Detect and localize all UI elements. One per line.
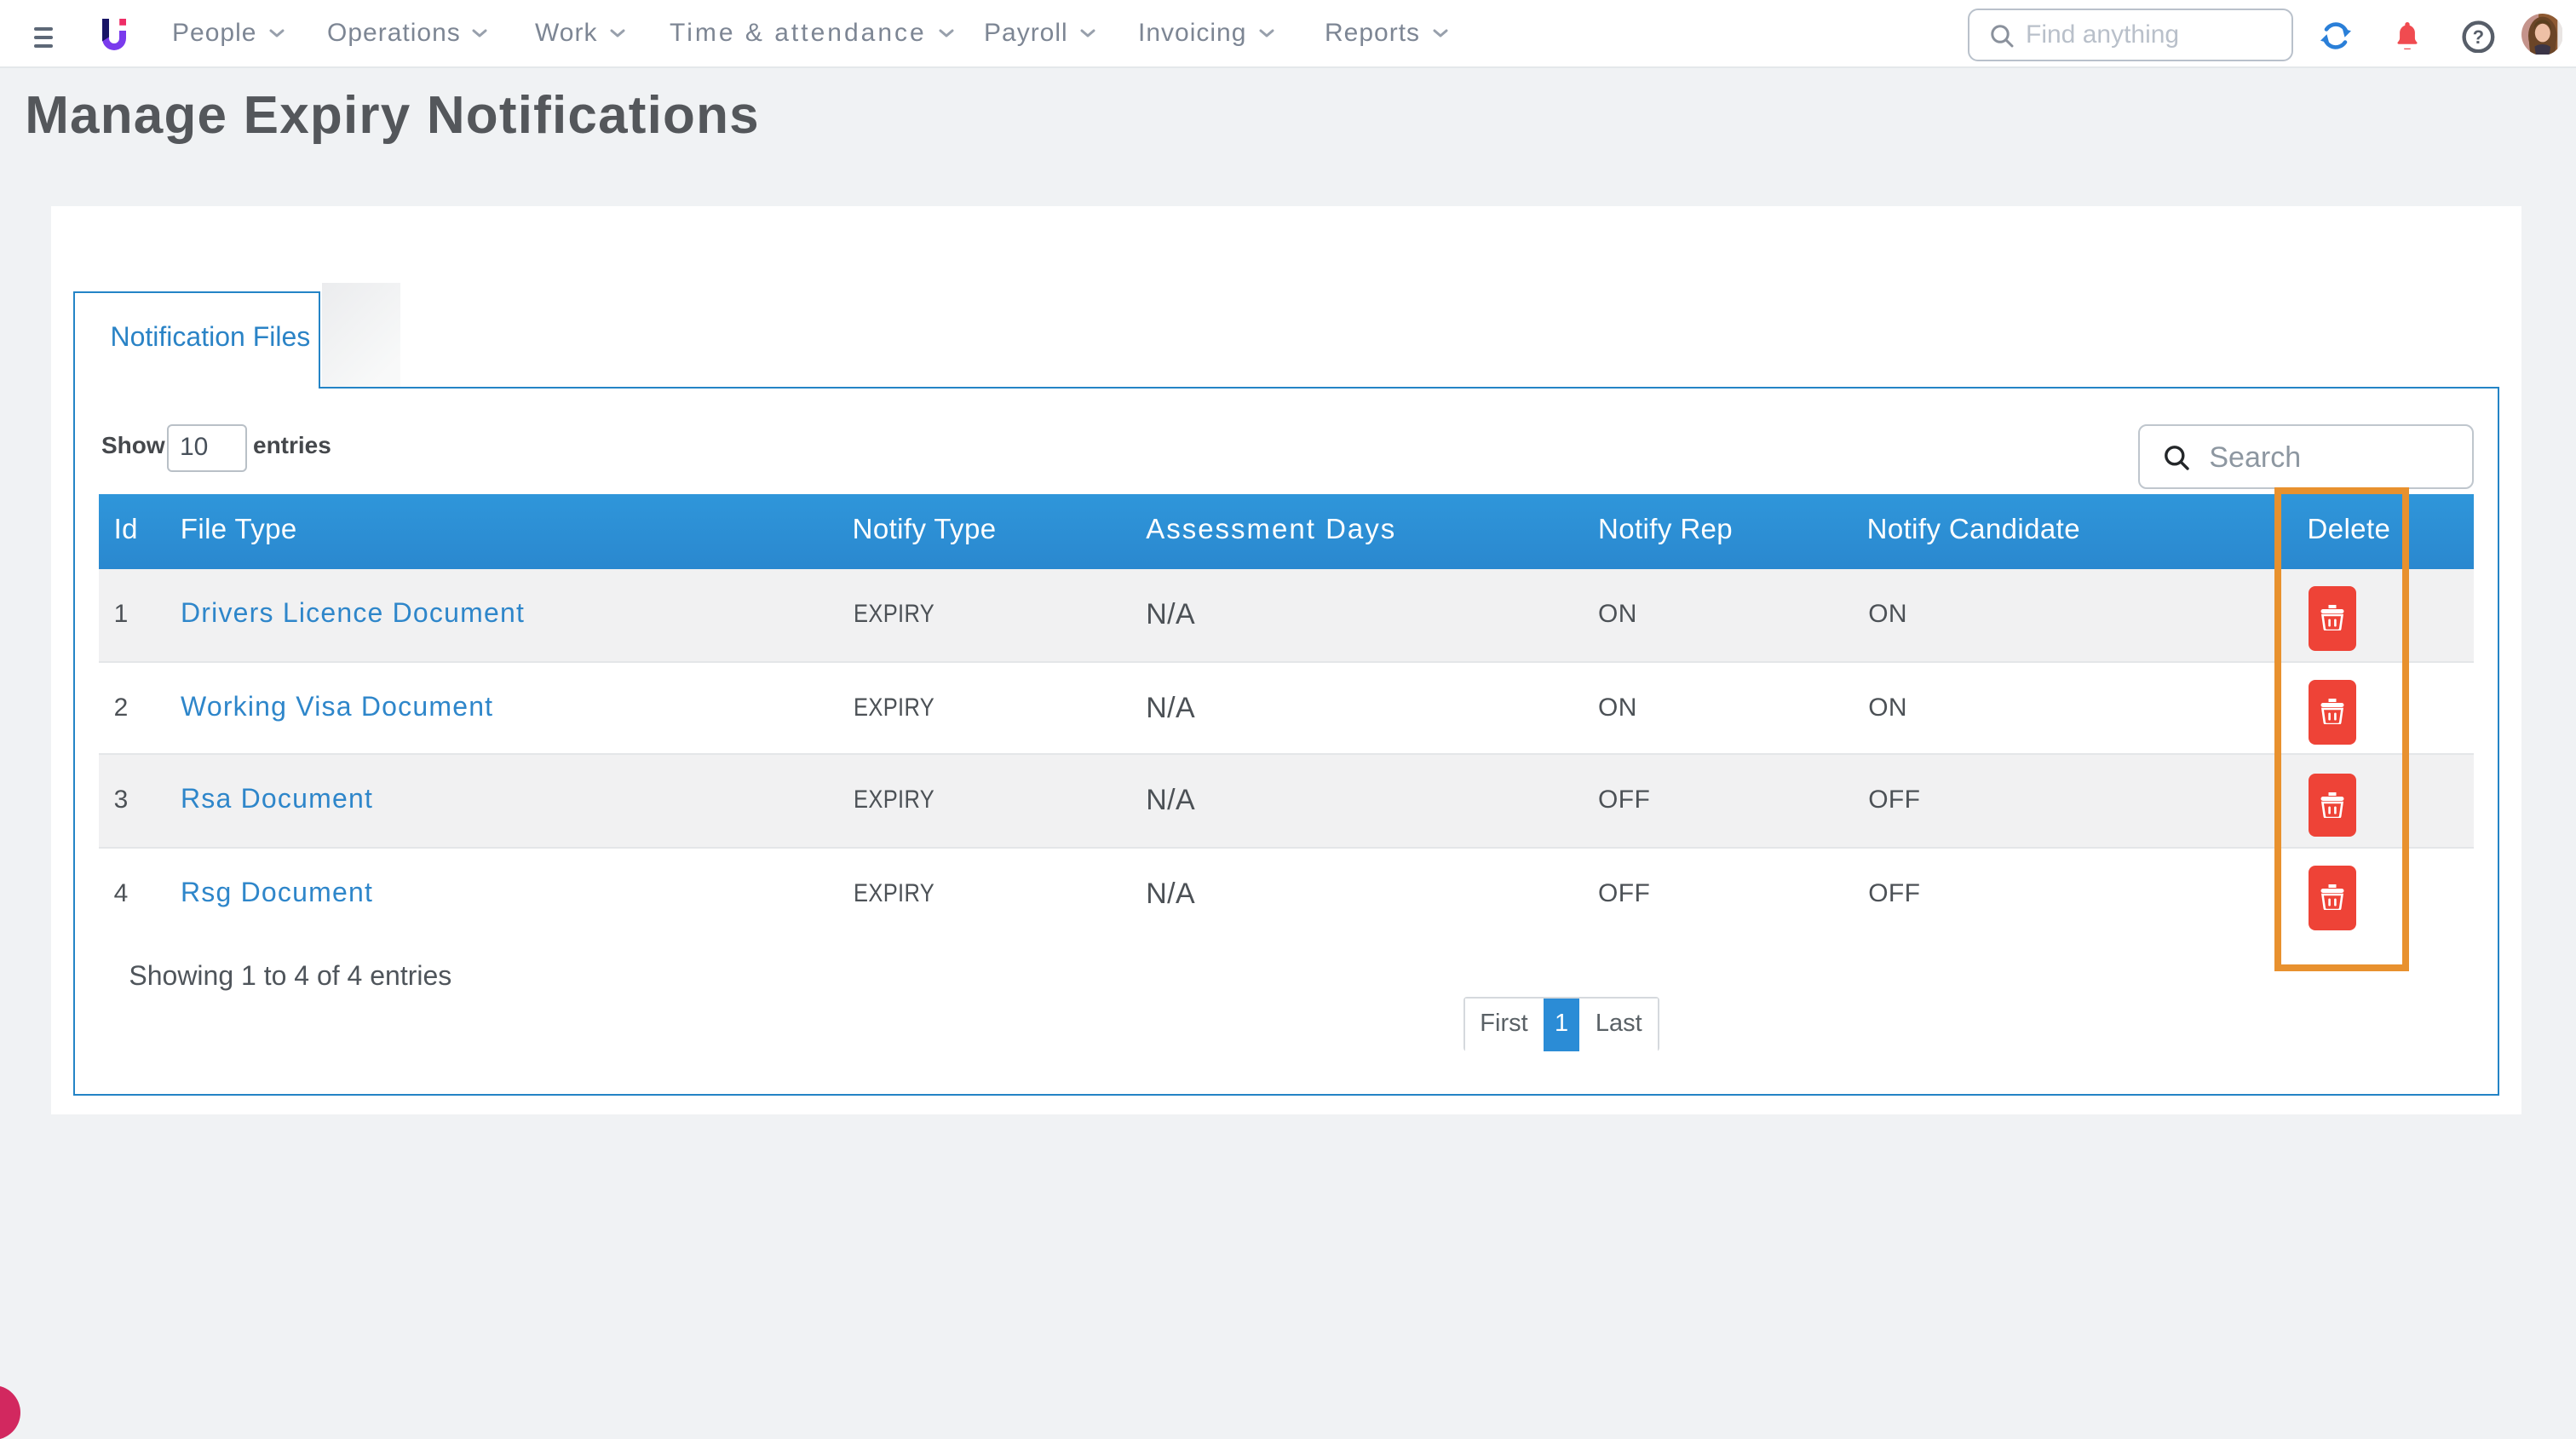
svg-text:?: ? (2473, 26, 2484, 47)
